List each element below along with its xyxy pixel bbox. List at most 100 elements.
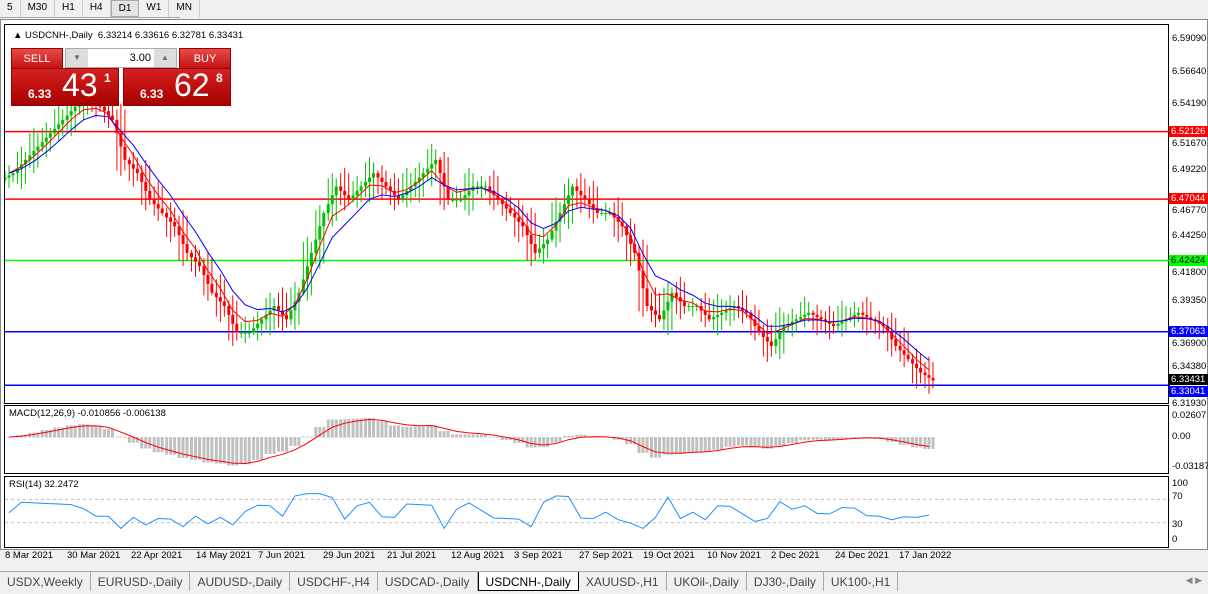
candle-body bbox=[289, 310, 293, 320]
increase-lot-icon[interactable]: ▲ bbox=[154, 49, 176, 67]
macd-histogram-bar bbox=[728, 437, 732, 447]
macd-histogram-bar bbox=[202, 437, 206, 463]
candle-body bbox=[911, 359, 915, 364]
decrease-lot-icon[interactable]: ▼ bbox=[66, 49, 88, 67]
macd-histogram-bar bbox=[48, 430, 52, 438]
timeframe-5[interactable]: 5 bbox=[0, 0, 21, 17]
macd-histogram-bar bbox=[741, 437, 745, 446]
chart-tab[interactable]: UK100-,H1 bbox=[824, 572, 899, 591]
candle-body bbox=[720, 312, 724, 315]
chart-tab[interactable]: EURUSD-,Daily bbox=[91, 572, 191, 591]
macd-histogram-bar bbox=[612, 437, 616, 440]
macd-histogram-bar bbox=[314, 426, 318, 438]
candle-body bbox=[794, 319, 798, 322]
macd-histogram-bar bbox=[98, 425, 102, 438]
candle-body bbox=[355, 190, 359, 196]
lot-size-input[interactable] bbox=[88, 49, 154, 67]
macd-histogram-bar bbox=[927, 437, 931, 449]
price-tick-label: 6.44250 bbox=[1172, 230, 1207, 242]
timeframe-H1[interactable]: H1 bbox=[55, 0, 83, 17]
candle-body bbox=[61, 119, 65, 125]
macd-histogram-bar bbox=[123, 436, 127, 438]
timeframe-MN[interactable]: MN bbox=[169, 0, 200, 17]
macd-histogram-bar bbox=[197, 437, 201, 460]
level-price-label: 6.33041 bbox=[1169, 386, 1208, 398]
macd-histogram-bar bbox=[840, 437, 844, 440]
chart-tab[interactable]: USDCNH-,Daily bbox=[477, 572, 579, 591]
candle-body bbox=[749, 312, 753, 320]
timeframe-M30[interactable]: M30 bbox=[21, 0, 56, 17]
date-label: 19 Oct 2021 bbox=[643, 550, 695, 561]
macd-histogram-bar bbox=[570, 435, 574, 438]
macd-histogram-bar bbox=[782, 437, 786, 446]
candle-body bbox=[131, 164, 135, 169]
level-price-label: 6.52126 bbox=[1169, 125, 1208, 137]
candle-body bbox=[123, 146, 127, 160]
chart-tab[interactable]: DJ30-,Daily bbox=[747, 572, 824, 591]
candle-body bbox=[649, 306, 653, 311]
date-label: 14 May 2021 bbox=[196, 550, 251, 561]
macd-histogram-bar bbox=[906, 437, 910, 445]
price-pane[interactable]: ▲ USDCNH-,Daily 6.33214 6.33616 6.32781 … bbox=[4, 24, 1170, 404]
macd-label: MACD(12,26,9) -0.010856 -0.006138 bbox=[9, 408, 166, 419]
macd-histogram-bar bbox=[152, 437, 156, 453]
chart-tab[interactable]: USDCAD-,Daily bbox=[378, 572, 478, 591]
candle-body bbox=[492, 190, 496, 196]
chart-window[interactable]: ▲ USDCNH-,Daily 6.33214 6.33616 6.32781 … bbox=[0, 19, 1208, 561]
macd-histogram-bar bbox=[177, 437, 181, 459]
price-prefix: 6.33 bbox=[28, 87, 52, 101]
timeframe-W1[interactable]: W1 bbox=[139, 0, 170, 17]
macd-histogram-bar bbox=[712, 437, 716, 450]
timeframe-D1[interactable]: D1 bbox=[110, 0, 140, 17]
chart-tab[interactable]: UKOil-,Daily bbox=[667, 572, 747, 591]
candle-body bbox=[906, 354, 910, 360]
buy-price[interactable]: 6.33 62 8 bbox=[123, 67, 231, 106]
candle-body bbox=[11, 173, 15, 176]
candle-body bbox=[140, 173, 144, 182]
candle-body bbox=[177, 226, 181, 236]
macd-histogram-bar bbox=[218, 437, 222, 464]
macd-histogram-bar bbox=[430, 425, 434, 438]
candle-body bbox=[347, 195, 351, 200]
macd-histogram-bar bbox=[289, 437, 293, 446]
macd-histogram-bar bbox=[699, 437, 703, 452]
sell-price[interactable]: 6.33 43 1 bbox=[11, 67, 119, 106]
candle-body bbox=[591, 204, 595, 209]
macd-histogram-bar bbox=[463, 434, 467, 438]
chart-tab[interactable]: AUDUSD-,Daily bbox=[190, 572, 291, 591]
rsi-tick-label: 30 bbox=[1172, 519, 1183, 530]
macd-histogram-bar bbox=[301, 436, 305, 438]
macd-histogram-bar bbox=[471, 434, 475, 438]
candle-body bbox=[695, 306, 699, 308]
macd-histogram-bar bbox=[334, 419, 338, 438]
macd-histogram-bar bbox=[542, 437, 546, 448]
timeframe-H4[interactable]: H4 bbox=[83, 0, 111, 17]
candle-body bbox=[65, 115, 69, 120]
chart-tab[interactable]: USDX,Weekly bbox=[0, 572, 91, 591]
level-price-label: 6.47044 bbox=[1169, 193, 1208, 205]
sell-button[interactable]: SELL bbox=[11, 48, 63, 70]
buy-button[interactable]: BUY bbox=[179, 48, 231, 70]
candle-body bbox=[152, 199, 156, 205]
candle-body bbox=[769, 341, 773, 346]
macd-histogram-bar bbox=[848, 437, 852, 438]
macd-pane[interactable]: MACD(12,26,9) -0.010856 -0.006138 bbox=[4, 405, 1169, 474]
price-tick-label: 6.41800 bbox=[1172, 266, 1207, 278]
candle-body bbox=[218, 297, 222, 302]
price-axis[interactable]: 6.59090 6.56640 6.54190 6.51670 6.49220 6.467… bbox=[1169, 20, 1208, 551]
macd-histogram-bar bbox=[745, 437, 749, 446]
chart-tab[interactable]: USDCHF-,H4 bbox=[290, 572, 378, 591]
macd-histogram-bar bbox=[256, 437, 260, 460]
macd-histogram-bar bbox=[160, 437, 164, 453]
candle-body bbox=[919, 368, 923, 373]
chart-tab[interactable]: XAUUSD-,H1 bbox=[579, 572, 667, 591]
rsi-pane[interactable]: RSI(14) 32.2472 bbox=[4, 476, 1170, 548]
macd-histogram-bar bbox=[57, 427, 61, 438]
candle-body bbox=[169, 217, 173, 222]
candle-body bbox=[384, 181, 388, 187]
macd-histogram-bar bbox=[451, 434, 455, 438]
candle-body bbox=[538, 248, 542, 253]
macd-histogram-bar bbox=[264, 437, 268, 455]
tab-scroll-arrows-icon[interactable]: ◀ ▶ bbox=[1185, 575, 1202, 585]
macd-histogram-bar bbox=[86, 424, 90, 438]
